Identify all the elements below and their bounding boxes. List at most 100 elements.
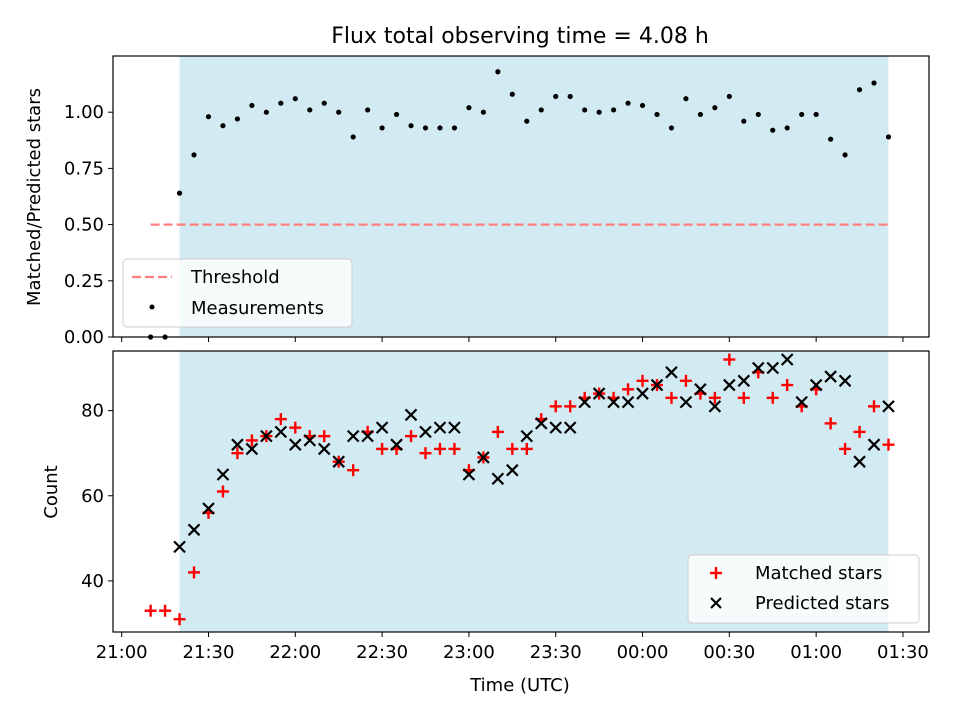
predicted-star-point xyxy=(737,374,751,388)
legend-matched-label: Matched stars xyxy=(755,563,882,584)
matched-star-point xyxy=(506,442,519,455)
measurement-point xyxy=(379,125,385,131)
predicted-star-point xyxy=(303,434,317,447)
predicted-star-point xyxy=(665,366,678,379)
legend-threshold-label: Threshold xyxy=(190,267,280,288)
matched-star-point xyxy=(491,425,504,438)
predicted-star-point xyxy=(650,378,664,392)
measurement-point xyxy=(220,123,226,129)
measurement-point xyxy=(813,111,819,118)
predicted-star-point xyxy=(867,438,881,451)
measurement-points xyxy=(148,69,892,340)
predicted-star-point xyxy=(260,429,273,443)
measurement-point xyxy=(263,109,269,115)
measurement-point xyxy=(365,107,371,113)
predicted-star-point xyxy=(332,455,345,468)
measurement-point xyxy=(567,93,573,100)
matched-star-point xyxy=(318,430,331,443)
measurement-point xyxy=(538,107,544,113)
measurement-point xyxy=(668,125,675,131)
measurement-point xyxy=(336,109,342,115)
measurement-point xyxy=(639,102,646,109)
measurement-point xyxy=(712,105,718,111)
measurement-point xyxy=(191,152,197,158)
predicted-star-point xyxy=(766,361,780,375)
measurement-point xyxy=(321,100,327,106)
top-y-tick-label: 0.50 xyxy=(64,215,104,236)
measurement-point xyxy=(726,93,732,100)
legend-measurements-swatch xyxy=(149,304,155,310)
predicted-star-point xyxy=(477,451,490,464)
top-y-tick-label: 1.00 xyxy=(64,102,104,123)
measurement-point xyxy=(842,152,848,158)
top-y-axis-ticks: 0.00 0.25 0.50 0.75 1.00 xyxy=(64,102,113,348)
predicted-star-point xyxy=(289,438,302,451)
matched-star-point xyxy=(839,442,852,455)
measurement-point xyxy=(828,136,834,142)
matched-star-point xyxy=(433,442,446,455)
predicted-star-point xyxy=(245,442,259,456)
predicted-star-point xyxy=(448,421,461,434)
predicted-star-point xyxy=(809,378,823,392)
predicted-star-point xyxy=(694,383,707,396)
count-points xyxy=(144,353,895,626)
x-tick-label: 23:30 xyxy=(530,642,582,663)
predicted-star-point xyxy=(592,387,606,400)
predicted-star-point xyxy=(607,395,620,409)
top-axes-frame xyxy=(112,55,930,338)
measurement-point xyxy=(697,111,704,118)
measurement-point xyxy=(278,100,284,106)
measurement-point xyxy=(553,93,559,100)
predicted-star-point xyxy=(317,442,331,456)
matched-star-point xyxy=(274,413,287,426)
matched-star-point xyxy=(781,379,794,392)
legend-predicted-label: Predicted stars xyxy=(755,593,889,614)
bottom-panel: 40 60 80 21:00 21:30 22:00 22:30 23:00 23:30 00:… xyxy=(41,350,930,696)
matched-star-point xyxy=(665,391,678,404)
predicted-star-point xyxy=(216,468,230,481)
matched-star-point xyxy=(564,400,577,413)
matched-star-point xyxy=(766,391,779,404)
predicted-star-point xyxy=(202,502,215,515)
legend-matched-swatch xyxy=(710,567,722,579)
predicted-star-point xyxy=(491,472,505,486)
matched-star-point xyxy=(868,400,881,413)
predicted-star-point xyxy=(780,353,794,366)
measurement-point xyxy=(654,111,660,118)
predicted-star-point xyxy=(361,429,374,443)
predicted-star-point xyxy=(795,395,808,409)
matched-star-point xyxy=(622,383,635,396)
measurement-point xyxy=(408,123,414,129)
predicted-star-point xyxy=(882,400,895,413)
predicted-star-point xyxy=(621,395,635,409)
predicted-star-point xyxy=(549,421,563,434)
top-y-tick-label: 0.75 xyxy=(64,158,104,179)
bottom-axes-frame xyxy=(112,350,930,633)
top-y-tick-label: 0.00 xyxy=(64,327,104,348)
matched-star-point xyxy=(708,391,721,404)
predicted-star-point xyxy=(853,455,866,468)
measurement-point xyxy=(625,100,631,106)
x-tick-label: 00:00 xyxy=(617,642,669,663)
matched-star-point xyxy=(289,421,302,434)
predicted-star-point xyxy=(346,429,360,443)
matched-star-point xyxy=(216,485,229,498)
predicted-star-point xyxy=(506,463,519,477)
matched-star-point xyxy=(636,374,649,387)
measurement-point xyxy=(176,190,183,196)
top-panel: 0.00 0.25 0.50 0.75 1.00 Matched/Predicted s… xyxy=(24,55,930,348)
chart-title: Flux total observing time = 4.08 h xyxy=(331,24,709,49)
x-tick-label: 21:30 xyxy=(183,642,235,663)
measurement-point xyxy=(307,107,313,113)
measurement-point xyxy=(451,125,458,131)
measurement-point xyxy=(495,69,501,75)
measurement-point xyxy=(799,111,805,118)
predicted-star-point xyxy=(751,361,765,375)
predicted-star-point xyxy=(679,395,693,409)
predicted-star-point xyxy=(404,408,418,422)
bottom-x-axis-ticks: 21:00 21:30 22:00 22:30 23:00 23:30 00:00 00:30… xyxy=(96,632,929,663)
x-tick-label: 21:00 xyxy=(96,642,148,663)
top-x-axis-ticks xyxy=(121,337,904,342)
measurement-point xyxy=(422,125,429,131)
